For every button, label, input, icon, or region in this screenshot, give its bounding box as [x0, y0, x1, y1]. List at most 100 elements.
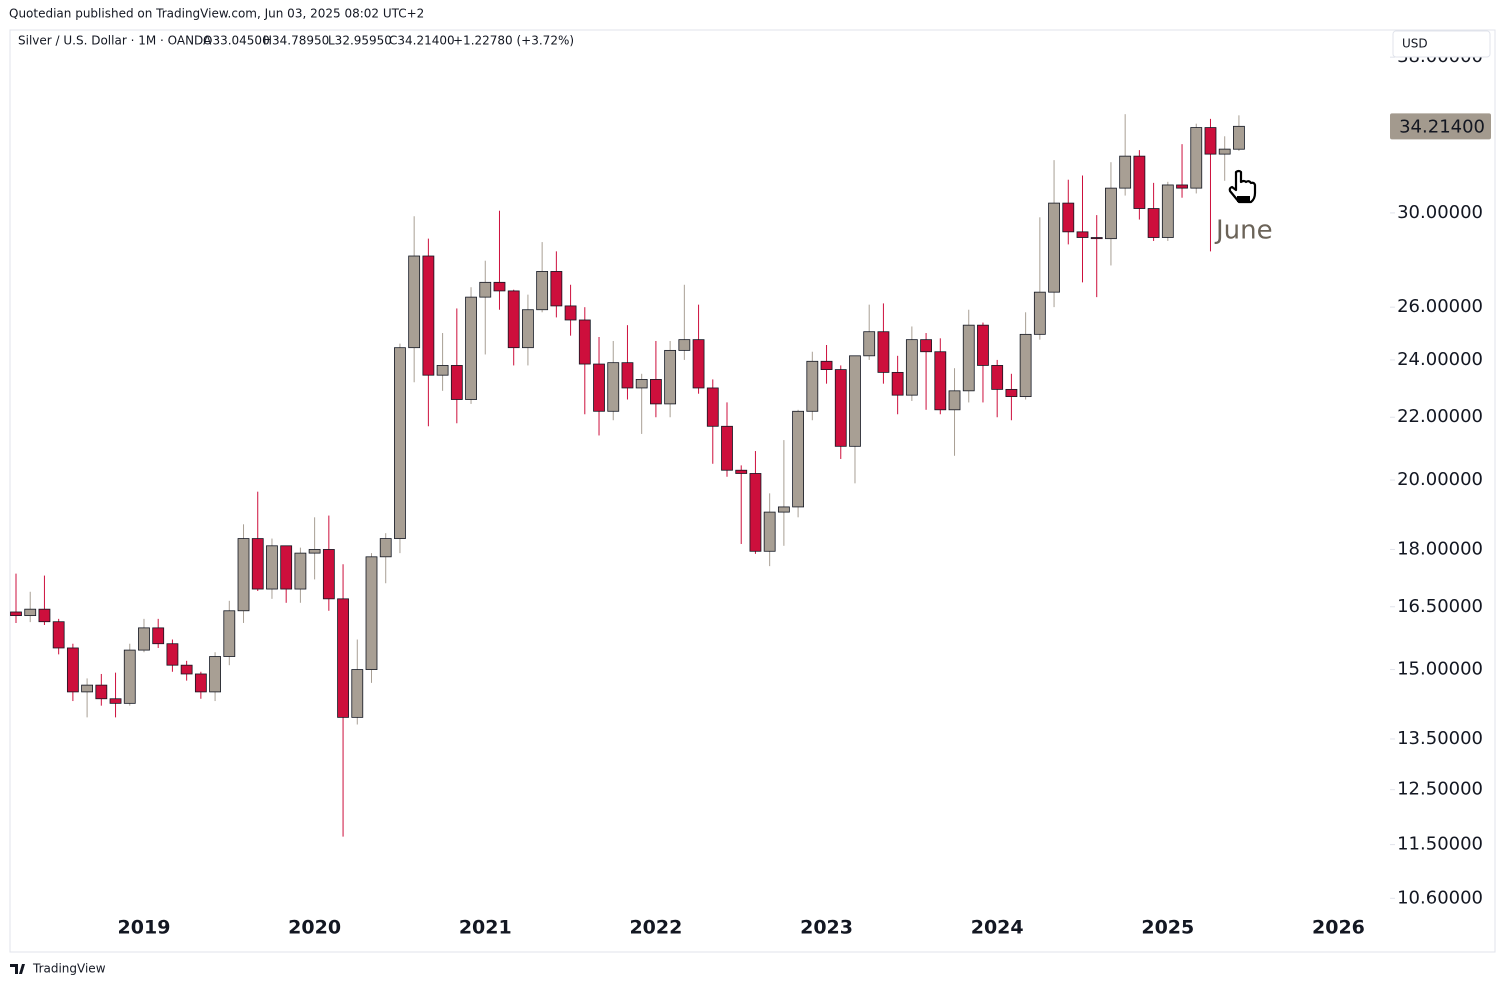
candle-body	[166, 643, 179, 666]
candle-body	[394, 347, 406, 539]
candle-body	[308, 549, 321, 554]
candle-body	[322, 549, 335, 600]
candle-body	[522, 309, 534, 349]
candle-body	[365, 556, 378, 670]
candle-body	[337, 598, 349, 718]
candle-body	[1048, 202, 1060, 293]
readout-change: +1.22780 (+3.72%)	[453, 34, 574, 48]
candle-body	[905, 339, 918, 396]
candle-body	[38, 608, 51, 623]
candle-body	[422, 255, 435, 376]
candle-body	[891, 371, 904, 396]
y-tick-label: 11.50000	[1397, 834, 1483, 855]
candle-body	[81, 684, 93, 693]
candle-body	[1176, 184, 1188, 189]
candle-body	[1133, 155, 1146, 209]
y-tick-label: 16.50000	[1397, 596, 1483, 617]
tradingview-logo	[10, 964, 25, 974]
candle-body	[251, 538, 264, 590]
currency[interactable]: USD	[1402, 37, 1428, 51]
candle-body	[209, 656, 221, 693]
y-tick-label: 22.00000	[1397, 406, 1483, 427]
candle-body	[194, 673, 207, 693]
candle-body	[152, 627, 165, 645]
candle-body	[962, 324, 975, 392]
candle-body	[10, 611, 22, 617]
x-tick-label: 2026	[1312, 917, 1365, 939]
candle-body	[777, 506, 790, 513]
candle-body	[692, 339, 705, 389]
candle-body	[280, 545, 293, 590]
candle-body	[550, 271, 563, 307]
candle-body	[294, 552, 307, 590]
candle-body	[1005, 388, 1018, 398]
candle-body	[706, 387, 719, 427]
x-tick-label: 2025	[1141, 917, 1194, 939]
candle-body	[948, 390, 961, 411]
y-tick-label: 18.00000	[1397, 538, 1483, 559]
candle-body	[109, 698, 122, 704]
x-tick-label: 2024	[971, 917, 1024, 939]
x-tick-label: 2023	[800, 917, 853, 939]
x-tick-label: 2021	[459, 917, 512, 939]
readout-open: O33.04500	[203, 34, 270, 48]
hand-cursor	[1228, 169, 1257, 204]
symbol: Silver / U.S. Dollar · 1M · OANDA	[18, 34, 212, 48]
candle-body	[1218, 148, 1231, 155]
y-tick-label: 24.00000	[1397, 349, 1483, 370]
candle-body	[664, 349, 677, 405]
candle-body	[95, 684, 108, 700]
candle-body	[493, 281, 506, 292]
candle-body	[977, 324, 989, 366]
candle-body	[735, 469, 748, 474]
y-tick-label: 12.50000	[1397, 779, 1483, 800]
candle-body	[536, 271, 549, 311]
candle-body	[1161, 184, 1174, 238]
y-tick-label: 15.00000	[1397, 659, 1483, 680]
candle-body	[763, 511, 776, 552]
footer-brand: TradingView	[32, 962, 106, 976]
last-price-box	[1390, 113, 1491, 140]
candle-body	[436, 365, 449, 376]
candle-body	[138, 627, 150, 651]
candle-body	[792, 410, 804, 508]
candle-body	[1076, 231, 1089, 238]
y-tick-label: 13.50000	[1397, 728, 1483, 749]
x-tick-label: 2020	[288, 917, 341, 939]
y-tick-label: 10.60000	[1397, 887, 1483, 908]
y-tick-label: 20.00000	[1397, 469, 1483, 490]
readout-close: C34.21400	[389, 34, 455, 48]
x-tick-label: 2022	[629, 917, 682, 939]
x-tick-label: 2019	[118, 917, 171, 939]
candle-body	[650, 379, 662, 405]
candle-body	[266, 545, 278, 590]
candle-body	[749, 473, 762, 552]
candle-body	[1033, 291, 1046, 335]
candle-body	[465, 296, 477, 400]
annotation: June	[1214, 216, 1273, 246]
candle-body	[806, 360, 819, 412]
candle-body	[1204, 127, 1217, 155]
candle-body	[237, 538, 250, 612]
last-price-label: 34.21400	[1399, 116, 1485, 137]
candle-body	[593, 363, 605, 412]
candle-body	[834, 369, 847, 447]
candle-body	[479, 281, 492, 298]
candle-body	[1090, 237, 1103, 240]
readout-high: H34.78950	[263, 34, 329, 48]
candle-body	[180, 664, 193, 675]
candle-body	[379, 538, 392, 558]
currency-box[interactable]	[1392, 30, 1491, 58]
candle-body	[1190, 127, 1203, 189]
candle-body	[66, 647, 79, 693]
candle-body	[920, 339, 932, 353]
candle-body	[578, 319, 591, 365]
candle-body	[934, 351, 947, 411]
candle-body	[991, 365, 1004, 390]
candle-body	[52, 621, 65, 649]
candle-body	[24, 608, 37, 617]
candle-body	[820, 360, 833, 370]
candle-body	[564, 305, 577, 321]
candle-body	[1062, 202, 1075, 233]
